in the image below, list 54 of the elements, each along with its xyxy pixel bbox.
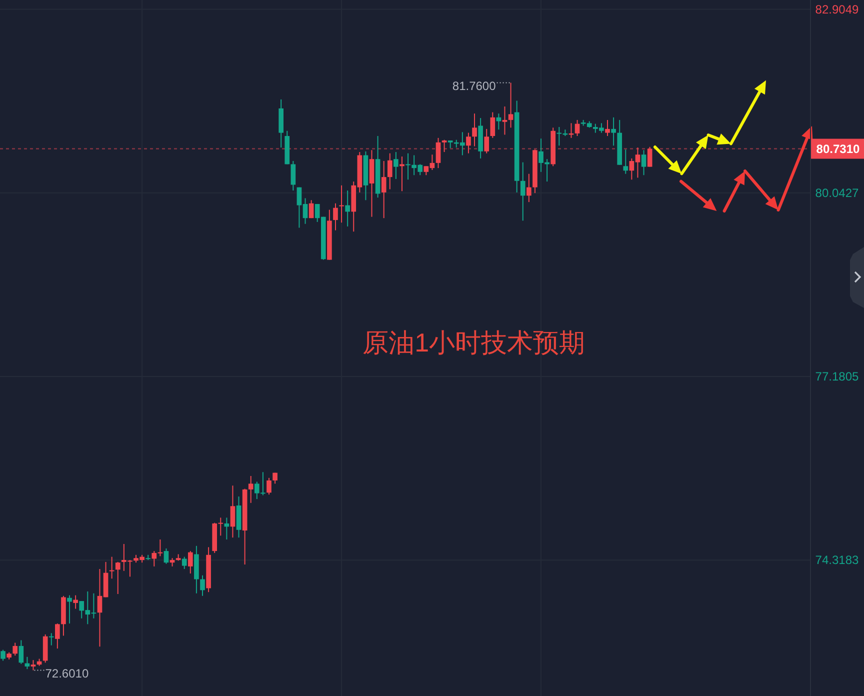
candlestick bbox=[574, 119, 580, 136]
candlestick bbox=[290, 160, 296, 192]
candlestick bbox=[394, 152, 398, 180]
candlestick bbox=[442, 139, 447, 153]
y-tick-label: 82.9049 bbox=[815, 2, 859, 16]
candlestick bbox=[641, 150, 646, 176]
y-tick-label: 74.3183 bbox=[815, 553, 859, 568]
candlestick bbox=[623, 148, 628, 174]
candlestick bbox=[188, 550, 193, 574]
annotation: 81.7600 bbox=[452, 78, 510, 93]
candlestick bbox=[381, 160, 386, 219]
candlestick bbox=[400, 156, 404, 192]
candlestick bbox=[333, 202, 338, 231]
y-tick-label: 77.1805 bbox=[815, 370, 859, 384]
candlestick bbox=[200, 574, 205, 596]
candlestick bbox=[484, 128, 490, 154]
candlestick bbox=[308, 200, 314, 219]
candlestick bbox=[73, 594, 78, 610]
annotation: 81.7600 bbox=[452, 78, 496, 93]
title: 原油1小时技术预期 bbox=[362, 327, 586, 358]
candlestick bbox=[520, 162, 526, 222]
candlestick bbox=[248, 475, 254, 504]
candlestick bbox=[67, 594, 72, 624]
candlestick bbox=[490, 112, 496, 138]
candlestick bbox=[508, 82, 514, 128]
annotation: 72.6010 bbox=[34, 666, 89, 680]
annotation: 72.6010 bbox=[45, 666, 89, 680]
candlestick bbox=[605, 119, 610, 136]
candlestick bbox=[345, 190, 350, 227]
candlestick bbox=[406, 152, 410, 180]
candlestick bbox=[182, 556, 187, 570]
candlestick bbox=[611, 116, 616, 146]
candlestick bbox=[0, 649, 6, 662]
candlestick bbox=[48, 632, 54, 646]
candlestick bbox=[230, 485, 236, 538]
ref-line-label: 80.7310 bbox=[811, 138, 864, 159]
candlestick bbox=[30, 660, 36, 671]
candlestick bbox=[472, 113, 477, 147]
candlestick bbox=[339, 184, 344, 224]
candlestick bbox=[436, 137, 441, 169]
candlestick bbox=[109, 556, 114, 580]
candlestick bbox=[387, 152, 392, 190]
ref-line-label: 80.7310 bbox=[816, 142, 860, 156]
candlestick bbox=[55, 623, 60, 650]
candlestick bbox=[18, 640, 24, 664]
candlestick bbox=[466, 132, 471, 154]
candlestick bbox=[526, 173, 532, 203]
candlestick bbox=[164, 548, 169, 564]
candlestick bbox=[647, 146, 652, 168]
candlestick bbox=[115, 561, 120, 595]
candlestick bbox=[12, 642, 18, 656]
y-tick-label: 80.0427 bbox=[815, 186, 859, 200]
candlestick bbox=[502, 106, 508, 136]
candlestick bbox=[266, 477, 272, 496]
